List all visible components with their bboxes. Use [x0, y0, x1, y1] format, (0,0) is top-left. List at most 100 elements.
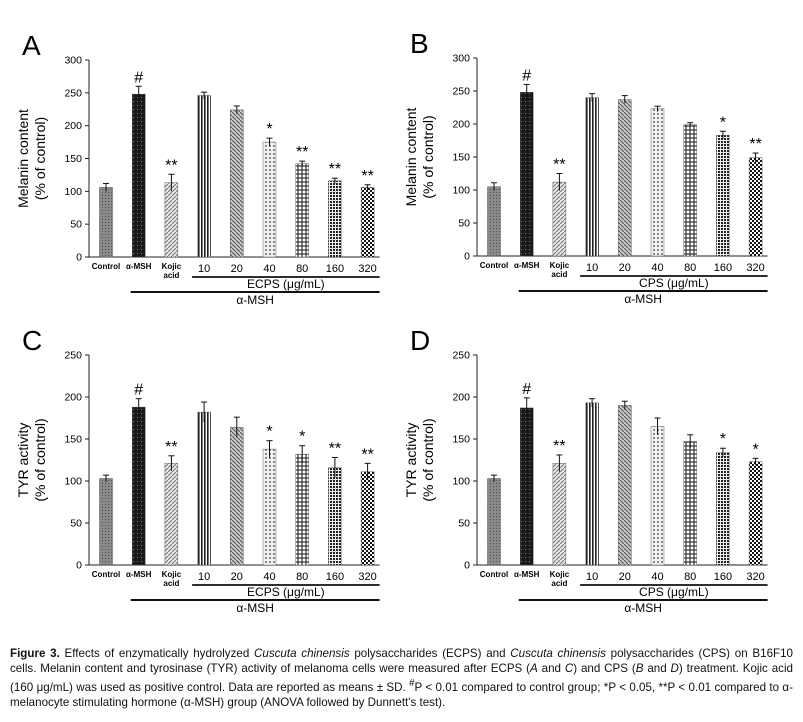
- y-tick-label: 100: [452, 476, 470, 488]
- panel-letter: B: [410, 28, 429, 59]
- bar-6: [650, 426, 665, 566]
- bar-8: [328, 180, 342, 258]
- panel-letter: A: [22, 30, 41, 61]
- x-tick-label: 10: [198, 571, 210, 583]
- significance-mark: *: [752, 441, 758, 458]
- x-tick-label: 80: [296, 263, 308, 275]
- x-tick-label-line: acid: [163, 271, 179, 280]
- bar-1: [99, 187, 113, 258]
- caption-ref-d: D: [670, 662, 679, 675]
- bar-1: [487, 478, 501, 566]
- x-tick-label-line: acid: [163, 579, 179, 588]
- y-tick-label: 150: [452, 434, 470, 446]
- panel-letter: D: [410, 325, 430, 356]
- y-tick-label: 150: [452, 152, 470, 164]
- chart-panel-c: C TYR activity(% of control) 0 50 100 150 200 2…: [15, 325, 380, 615]
- x-tick-label: 160: [714, 571, 732, 583]
- significance-mark: *: [720, 114, 726, 131]
- y-axis-title-line: (% of control): [420, 115, 436, 198]
- msh-label: α-MSH: [624, 292, 662, 306]
- figure-caption: Figure 3. Effects of enzymatically hydro…: [10, 646, 793, 710]
- y-axis-title-line: (% of control): [32, 117, 48, 200]
- significance-mark: **: [361, 168, 373, 185]
- y-tick-label: 50: [70, 518, 82, 530]
- y-tick-label: 50: [458, 218, 470, 230]
- x-tick-label: α-MSH: [514, 570, 540, 579]
- x-tick-label: Kojic acid: [550, 570, 570, 588]
- x-tick-label: α-MSH: [126, 570, 152, 579]
- bar-6: [650, 108, 665, 257]
- x-tick-label-line: Kojic: [162, 262, 182, 271]
- bar-4: [585, 402, 599, 566]
- bar-8: [328, 467, 342, 566]
- x-tick-label: 40: [263, 263, 275, 275]
- bar-7: [683, 441, 697, 566]
- group-label: CPS (μg/mL): [639, 585, 709, 599]
- x-tick-label: Kojic acid: [162, 262, 182, 280]
- y-tick-label: 200: [452, 119, 470, 131]
- bar-9: [748, 157, 763, 257]
- x-tick-label-line: Kojic: [550, 261, 570, 270]
- significance-mark: **: [296, 144, 308, 161]
- bar-9: [360, 471, 375, 566]
- caption-text-7: ) treatment. Kojic acid (160 μg/mL) was …: [10, 662, 793, 694]
- significance-mark: **: [329, 440, 341, 457]
- caption-text-3: polysaccharides (CPS) on B16F10 cells. M…: [10, 647, 793, 675]
- significance-mark: **: [165, 157, 177, 174]
- x-tick-label-line: α-MSH: [126, 262, 152, 271]
- significance-mark: **: [749, 136, 761, 153]
- x-tick-label: 10: [586, 262, 598, 274]
- caption-text-4: and: [537, 662, 565, 675]
- x-tick-label: α-MSH: [126, 262, 152, 271]
- x-tick-label: 320: [746, 262, 764, 274]
- bar-5: [618, 405, 632, 566]
- significance-mark: #: [134, 69, 143, 86]
- y-axis-title: TYR activity(% of control): [403, 418, 436, 501]
- y-tick-label: 200: [64, 120, 82, 132]
- caption-text-5: ) and CPS (: [573, 662, 636, 675]
- x-tick-label-line: α-MSH: [514, 261, 540, 270]
- caption-text-2: polysaccharides (ECPS) and: [349, 647, 511, 660]
- x-tick-label: 80: [684, 571, 696, 583]
- x-tick-label-line: Kojic: [550, 570, 570, 579]
- x-tick-label: Control: [480, 570, 508, 579]
- caption-text-1: Effects of enzymatically hydrolyzed: [59, 647, 255, 660]
- bar-4: [585, 97, 599, 257]
- x-tick-label: Control: [92, 570, 120, 579]
- significance-mark: *: [266, 121, 272, 138]
- x-tick-label: 80: [684, 262, 696, 274]
- significance-mark: #: [522, 381, 531, 398]
- x-tick-label: Kojic acid: [162, 570, 182, 588]
- bar-2: [519, 407, 534, 566]
- x-tick-label-line: acid: [551, 270, 567, 279]
- significance-mark: #: [134, 382, 143, 399]
- y-tick-label: 300: [64, 55, 82, 67]
- bar-6: [262, 448, 277, 566]
- significance-mark: #: [522, 67, 531, 84]
- bar-4: [197, 95, 211, 258]
- bar-4: [197, 411, 211, 566]
- y-tick-label: 200: [452, 392, 470, 404]
- bar-6: [262, 141, 277, 258]
- x-tick-label: 20: [619, 262, 631, 274]
- x-tick-label: α-MSH: [514, 261, 540, 270]
- x-tick-label-line: α-MSH: [126, 570, 152, 579]
- bar-5: [618, 99, 632, 257]
- caption-lead: Figure 3.: [10, 647, 60, 660]
- y-tick-label: 250: [64, 350, 82, 362]
- msh-label: α-MSH: [624, 601, 662, 615]
- x-tick-label: 10: [586, 571, 598, 583]
- bar-3: [164, 463, 179, 566]
- x-tick-label: 320: [358, 263, 376, 275]
- bar-2: [131, 93, 146, 258]
- y-tick-label: 100: [64, 476, 82, 488]
- x-tick-label: 40: [651, 571, 663, 583]
- y-tick-label: 50: [458, 518, 470, 530]
- y-tick-label: 0: [464, 560, 470, 572]
- y-tick-label: 150: [64, 153, 82, 165]
- group-label: ECPS (μg/mL): [247, 585, 325, 599]
- bar-7: [295, 163, 309, 258]
- caption-ref-c: C: [564, 662, 574, 675]
- x-tick-label: 160: [714, 262, 732, 274]
- bar-9: [748, 461, 763, 566]
